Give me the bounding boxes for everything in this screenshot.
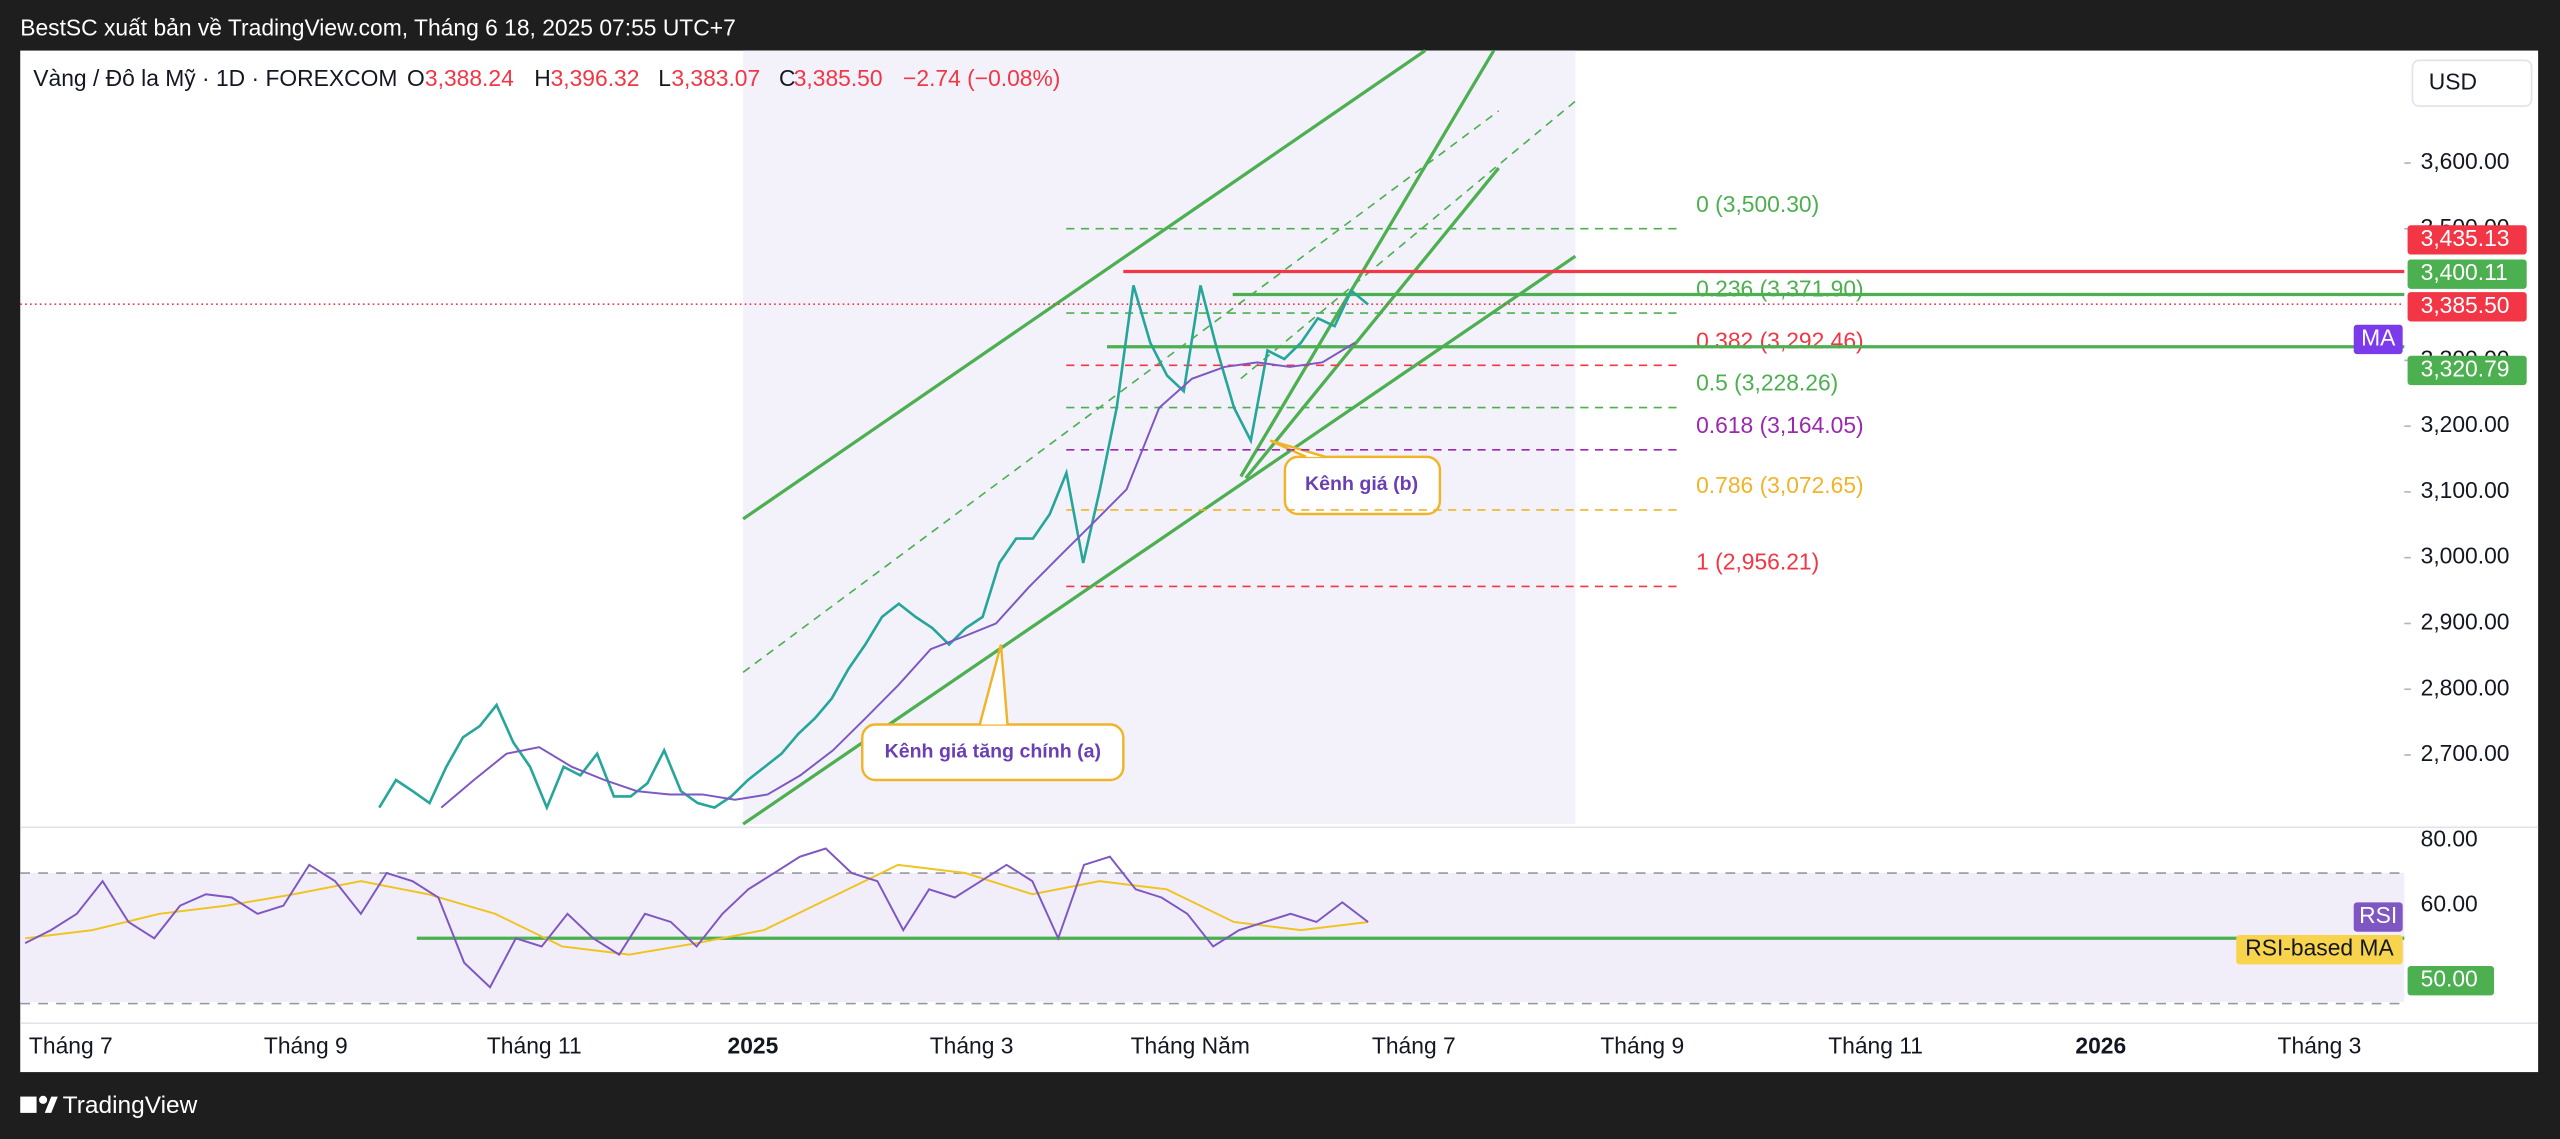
legend-l: L [658, 65, 671, 91]
ma-badge-label: MA [2361, 324, 2396, 350]
y-tick-label: 3,000.00 [2421, 543, 2510, 569]
legend-low: 3,383.07 [671, 65, 760, 91]
y-tick-label: 2,900.00 [2421, 608, 2510, 634]
rsi-tick-label: 80.00 [2421, 825, 2478, 851]
rsi-level-badge [2407, 966, 2495, 996]
rsi-badge [2353, 902, 2403, 932]
legend-c: C [779, 65, 796, 91]
fib-label: 0.786 (3,072.65) [1696, 472, 1864, 498]
price-badge-label: 3,385.50 [2421, 292, 2510, 318]
fib-label: 1 (2,956.21) [1696, 549, 1819, 575]
rsi-tick-label: 60.00 [2421, 891, 2478, 917]
rsi-ma-badge [2236, 935, 2403, 965]
time-label: 2026 [2075, 1033, 2126, 1059]
annotation: Kênh giá tăng chính (a) [885, 740, 1101, 762]
legend-open: 3,388.24 [425, 65, 514, 91]
price-badge-label: 3,400.11 [2421, 259, 2508, 285]
time-label: Tháng 3 [930, 1033, 1014, 1059]
time-label: Tháng 7 [1372, 1033, 1456, 1059]
time-label: Tháng Năm [1131, 1033, 1250, 1059]
rsi-level-label: 50.00 [2421, 966, 2478, 992]
price-badge-label: 3,320.79 [2421, 355, 2510, 381]
tv-logo [20, 1095, 58, 1113]
time-label: Tháng 11 [487, 1033, 582, 1059]
rsi-ma-badge-label: RSI-based MA [2245, 935, 2394, 961]
y-tick-label: 3,200.00 [2421, 411, 2510, 437]
legend-o: O [407, 65, 425, 91]
time-label: Tháng 9 [264, 1033, 348, 1059]
price-line [378, 285, 1369, 812]
price-badge [2407, 225, 2527, 255]
legend-symbol: Vàng / Đô la Mỹ · 1D · FOREXCOM [33, 65, 397, 91]
fib-label: 0.618 (3,164.05) [1696, 412, 1864, 438]
ma-badge [2353, 324, 2403, 355]
y-tick-label: 3,600.00 [2421, 148, 2510, 174]
ma-line [440, 341, 1356, 809]
rsi-ma-line [25, 863, 1369, 956]
rsi-badge-label: RSI [2359, 902, 2397, 928]
fib-label: 0.5 (3,228.26) [1696, 370, 1838, 396]
channel-shade [743, 50, 1576, 825]
time-label: Tháng 11 [1828, 1033, 1923, 1059]
rsi-line [24, 847, 1369, 989]
time-label: 2025 [728, 1033, 779, 1059]
price-badge [2407, 259, 2527, 289]
y-tick-label: 3,100.00 [2421, 477, 2510, 503]
currency: USD [2429, 68, 2477, 94]
legend-high: 3,396.32 [551, 65, 640, 91]
y-tick-label: 2,700.00 [2421, 740, 2510, 766]
callouts [861, 439, 1442, 782]
brand: TradingView [63, 1092, 198, 1119]
legend-h: H [534, 65, 551, 91]
header: BestSC xuất bản về TradingView.com, Thán… [20, 14, 736, 40]
time-label: Tháng 9 [1600, 1033, 1684, 1059]
fib-label: 0 (3,500.30) [1696, 191, 1819, 217]
time-label: Tháng 7 [29, 1033, 113, 1059]
legend-change: −2.74 (−0.08%) [903, 65, 1060, 91]
price-badge [2407, 292, 2527, 322]
fib-label: 0.382 (3,292.46) [1696, 328, 1864, 354]
time-label: Tháng 3 [2278, 1033, 2362, 1059]
currency-box [2411, 59, 2533, 107]
price-badge-label: 3,435.13 [2421, 225, 2510, 251]
legend-close: 3,385.50 [794, 65, 883, 91]
price-badge [2407, 355, 2527, 386]
fib-label: 0.236 (3,371.90) [1696, 275, 1864, 301]
y-tick-label: 2,800.00 [2421, 674, 2510, 700]
annotation: Kênh giá (b) [1305, 473, 1418, 495]
